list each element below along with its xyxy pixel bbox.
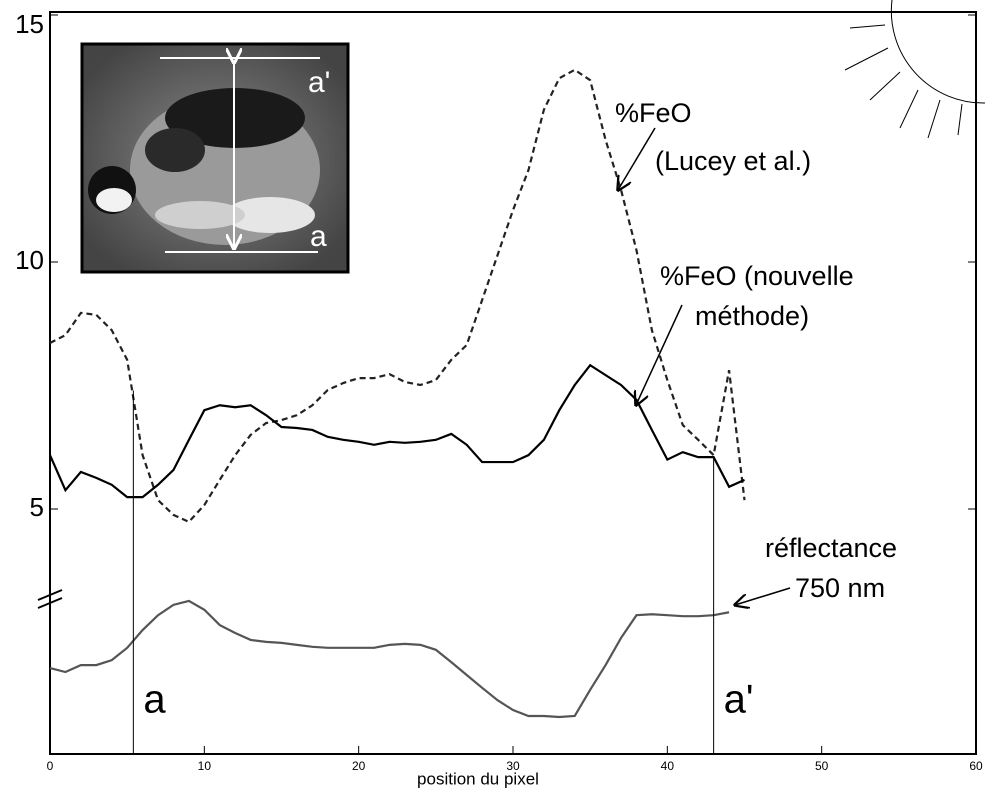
label-arrow [735, 587, 791, 605]
axis-break [37, 589, 63, 609]
y-tick-label: 5 [30, 492, 44, 522]
line-series [49, 599, 730, 719]
series-label: 750 nm [795, 573, 885, 603]
line-series [49, 68, 746, 524]
label-arrow [618, 127, 656, 190]
inset-label: a' [308, 66, 330, 99]
x-tick-label: 40 [661, 759, 675, 773]
line-series [48, 363, 745, 499]
y-tick-label: 15 [15, 9, 44, 39]
x-tick-label: 60 [969, 759, 983, 773]
marker-label: a' [724, 678, 754, 722]
series-label: %FeO [615, 98, 692, 128]
series-label: %FeO (nouvelle [660, 261, 854, 291]
series-label: (Lucey et al.) [655, 146, 811, 176]
marker-label: a [143, 678, 166, 722]
x-tick-label: 20 [352, 759, 366, 773]
x-tick-label: 30 [506, 759, 520, 773]
x-tick-label: 10 [198, 759, 212, 773]
x-axis-label: position du pixel [417, 769, 539, 788]
x-tick-label: 0 [47, 759, 54, 773]
series-label: réflectance [765, 533, 897, 563]
x-tick-label: 50 [815, 759, 829, 773]
inset-label: a [310, 220, 327, 253]
y-tick-label: 10 [15, 245, 44, 275]
label-arrow [636, 304, 683, 405]
sun [844, 0, 985, 139]
inset-image: a' a [80, 42, 350, 274]
series-label: méthode) [695, 301, 809, 331]
